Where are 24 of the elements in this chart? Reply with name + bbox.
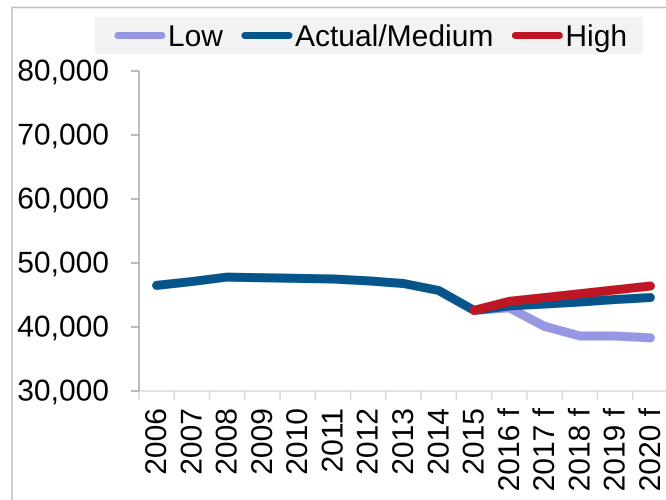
x-tick-label: 2018 f xyxy=(563,407,596,492)
x-tick-label: 2008 xyxy=(210,408,244,475)
x-tick-label: 2011 xyxy=(316,408,350,473)
x-tick-label: 2015 xyxy=(458,408,491,475)
legend-label: High xyxy=(565,20,628,53)
x-tick-label: 2006 xyxy=(140,408,174,475)
y-tick-label: 40,000 xyxy=(17,310,109,344)
x-tick-label: 2010 xyxy=(281,408,314,475)
y-tick-label: 50,000 xyxy=(17,246,109,280)
legend-label: Actual/Medium xyxy=(294,20,494,53)
x-tick-label: 2012 xyxy=(352,408,385,475)
x-tick-label: 2013 xyxy=(387,408,420,475)
y-tick-label: 70,000 xyxy=(17,118,109,152)
x-tick-label: 2016 f xyxy=(492,407,526,492)
x-tick-label: 2007 xyxy=(175,408,208,475)
y-tick-label: 80,000 xyxy=(17,54,109,88)
legend-label: Low xyxy=(168,20,224,53)
x-tick-label: 2020 f xyxy=(634,407,666,492)
x-tick-label: 2014 xyxy=(422,408,456,475)
y-tick-label: 60,000 xyxy=(17,182,109,216)
x-tick-label: 2019 f xyxy=(598,407,632,492)
x-tick-label: 2017 f xyxy=(528,407,562,492)
x-tick-label: 2009 xyxy=(246,408,279,475)
y-tick-label: 30,000 xyxy=(17,374,109,408)
